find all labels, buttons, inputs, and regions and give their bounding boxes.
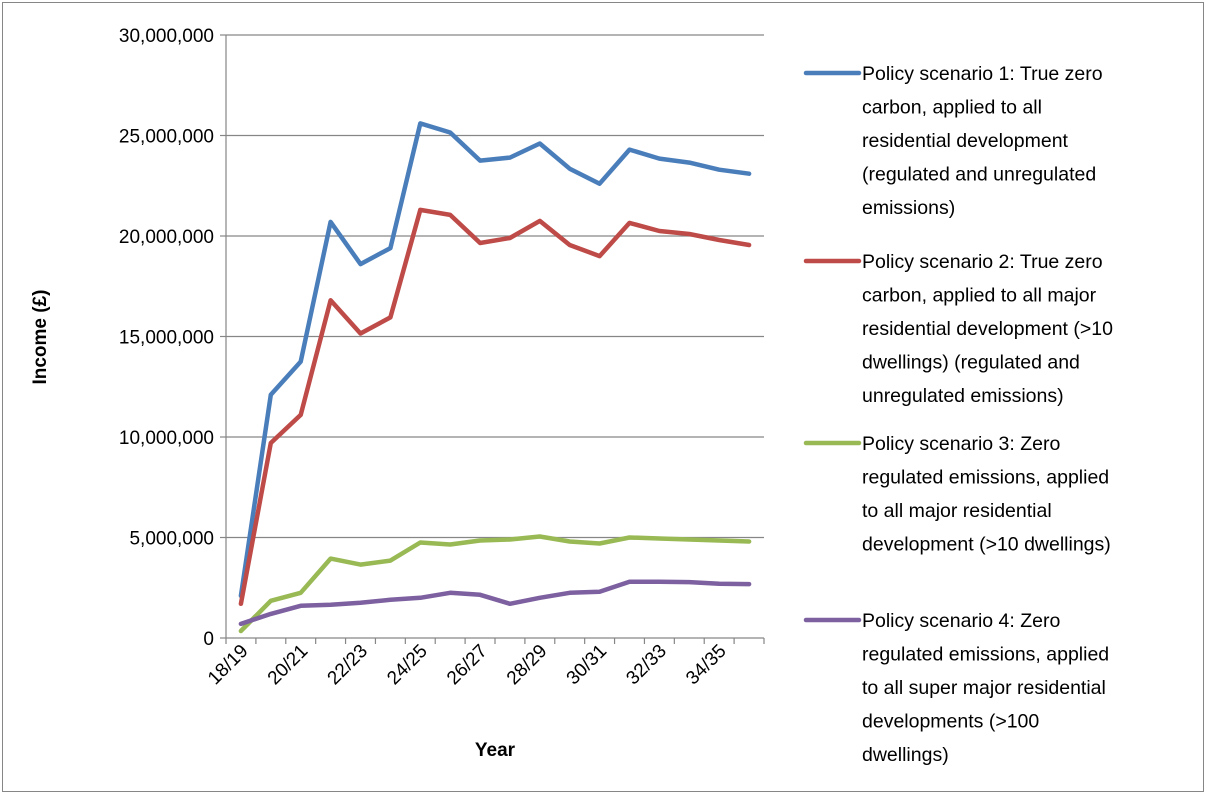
x-tick-label: 26/27 [443, 641, 491, 689]
series-line-1 [238, 121, 752, 599]
x-tick-label: 34/35 [682, 641, 730, 689]
legend-label-2: residential development (>10 [862, 318, 1113, 340]
series-line-3 [238, 534, 752, 634]
legend-label-1: (regulated and unregulated [862, 164, 1096, 186]
x-tick-label: 24/25 [383, 641, 431, 689]
x-tick-label: 32/33 [622, 641, 670, 689]
legend-label-4: regulated emissions, applied [862, 644, 1109, 666]
legend-label-1: residential development [862, 130, 1069, 152]
legend-label-2: unregulated emissions) [862, 385, 1064, 407]
y-tick-label: 0 [203, 629, 214, 650]
legend-label-1: Policy scenario 1: True zero [862, 63, 1103, 85]
legend-label-4: to all super major residential [862, 677, 1106, 699]
x-tick-label: 22/23 [324, 641, 372, 689]
legend-label-2: Policy scenario 2: True zero [862, 251, 1103, 273]
y-tick-label: 15,000,000 [119, 328, 214, 349]
y-tick-label: 25,000,000 [119, 127, 214, 148]
x-tick-label: 30/31 [563, 641, 611, 689]
legend-label-3: regulated emissions, applied [862, 467, 1109, 489]
x-tick-label: 20/21 [264, 641, 312, 689]
legend-label-4: Policy scenario 4: Zero [862, 610, 1060, 632]
legend-label-1: carbon, applied to all [862, 97, 1042, 119]
y-tick-labels: 0 5,000,000 10,000,000 15,000,000 20,000,000… [119, 26, 214, 650]
legend-label-2: dwellings) (regulated and [862, 352, 1080, 374]
gridlines [226, 34, 764, 539]
legend-label-1: emissions) [862, 197, 955, 219]
x-tick-label: 28/29 [503, 641, 551, 689]
x-tick-labels: 18/19 20/21 22/23 24/25 26/27 28/29 30/31 32/33… [204, 641, 731, 689]
y-tick-label: 5,000,000 [129, 529, 214, 550]
legend-label-2: carbon, applied to all major [862, 285, 1097, 307]
y-axis-title: Income (£) [30, 289, 51, 384]
y-tick-label: 10,000,000 [119, 428, 214, 449]
legend-label-4: dwellings) [862, 744, 949, 766]
legend-label-3: development (>10 dwellings) [862, 534, 1111, 556]
x-axis-title: Year [475, 740, 516, 761]
axes [220, 34, 765, 644]
series-line-2 [238, 207, 752, 607]
series-lines [238, 121, 752, 634]
legend-label-3: Policy scenario 3: Zero [862, 433, 1060, 455]
legend-label-3: to all major residential [862, 500, 1052, 522]
legend: Policy scenario 1: True zero carbon, appl… [803, 63, 1113, 766]
series-line-4 [238, 579, 752, 627]
y-tick-label: 30,000,000 [119, 26, 214, 47]
y-tick-label: 20,000,000 [119, 227, 214, 248]
legend-label-4: developments (>100 [862, 711, 1039, 733]
